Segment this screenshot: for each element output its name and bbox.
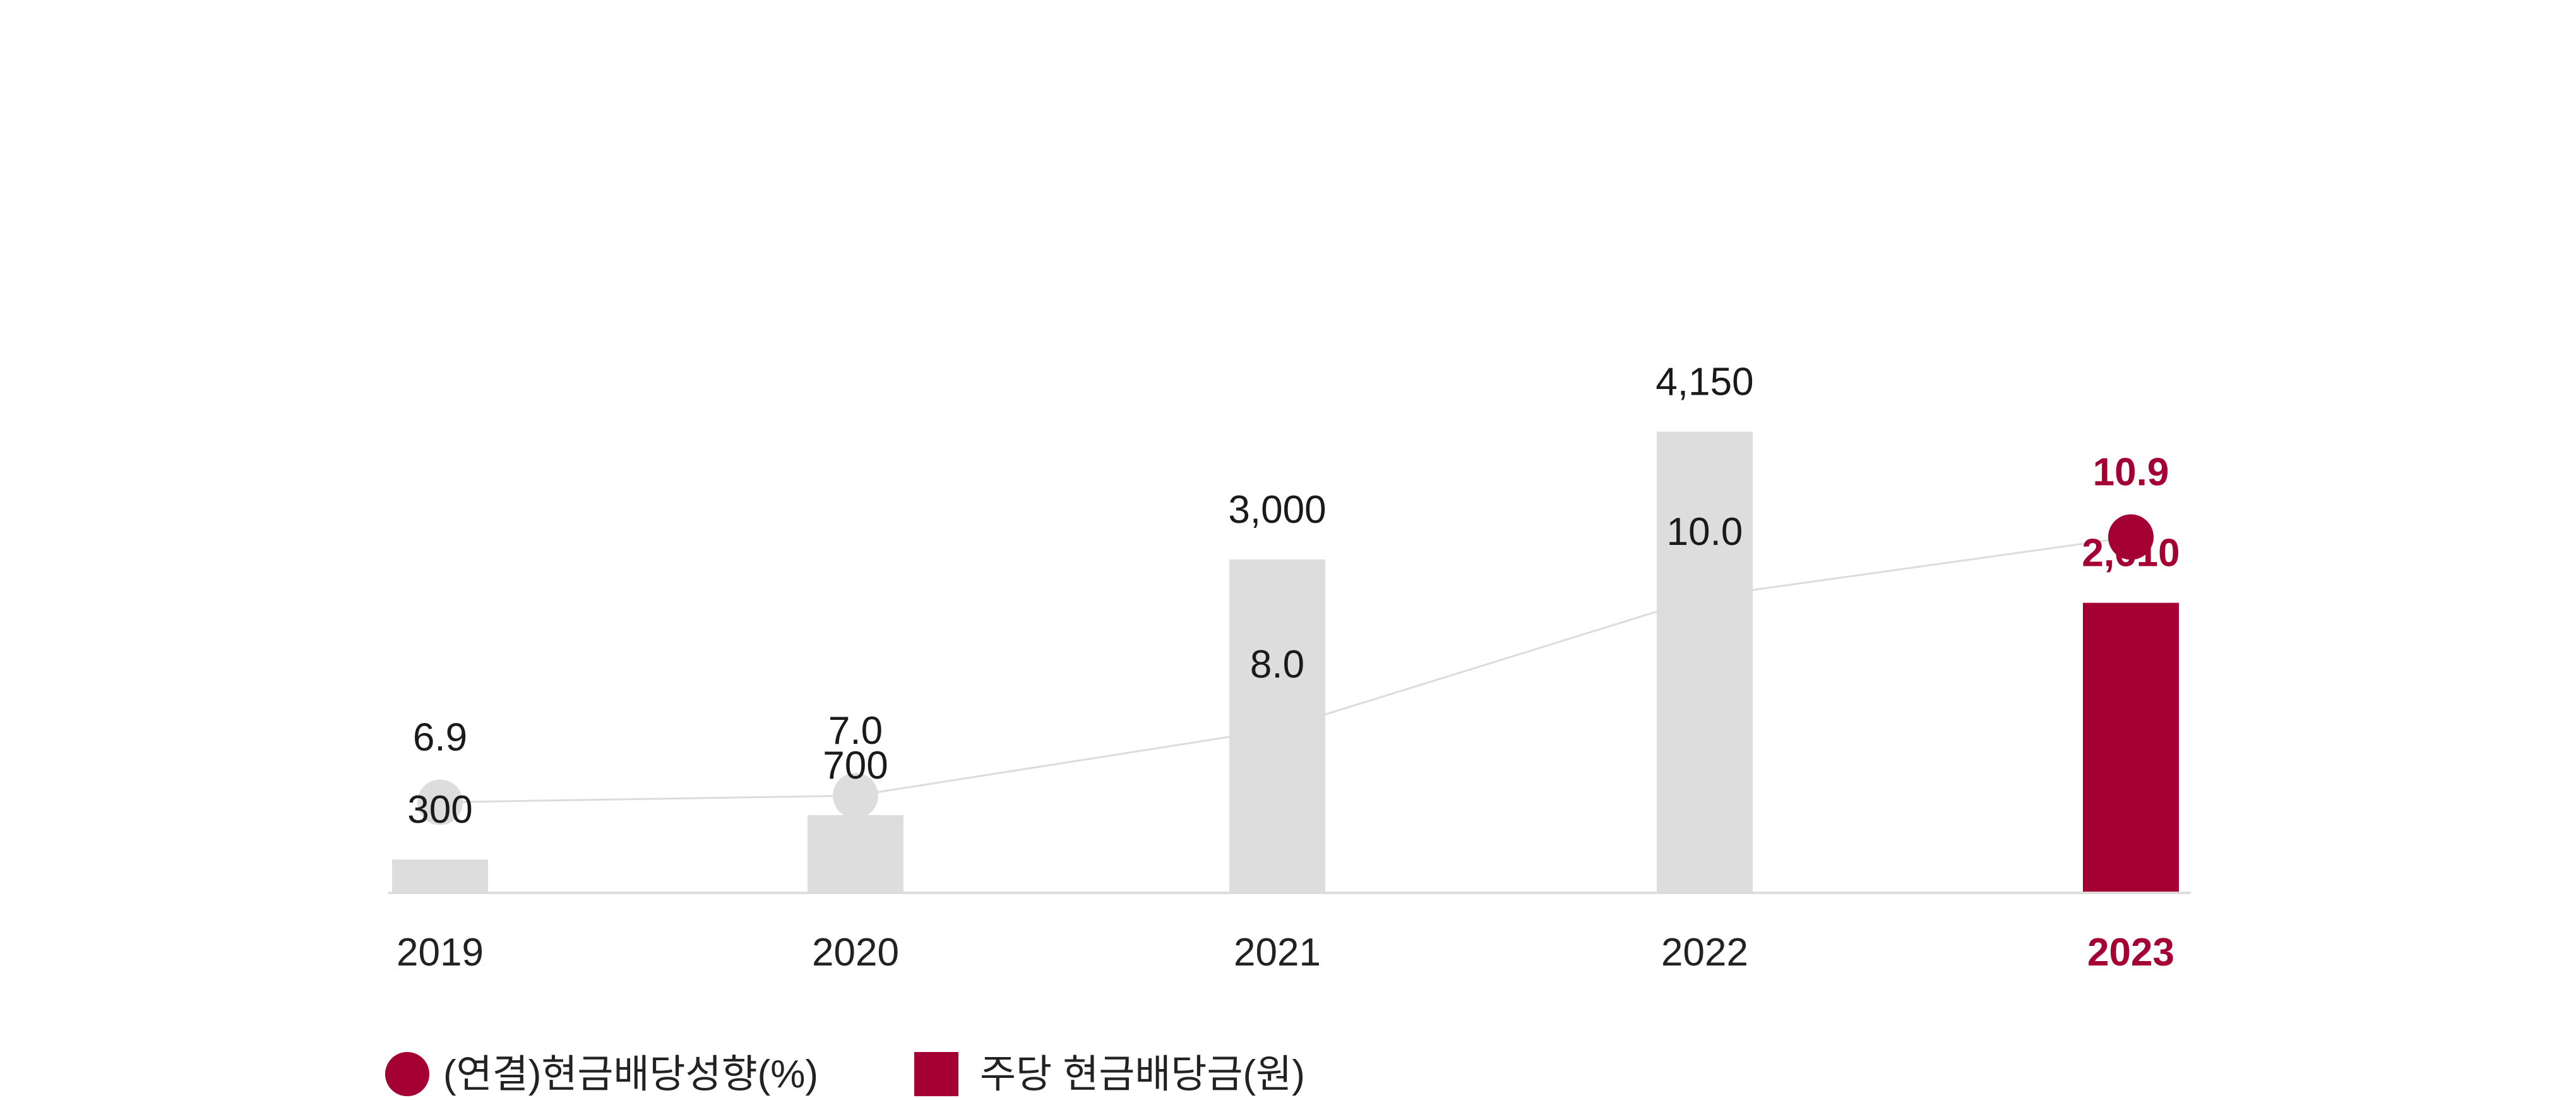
x-tick-label-2023: 2023 xyxy=(2087,931,2174,974)
line-point-2022 xyxy=(1682,574,1727,619)
line-point-2021 xyxy=(1255,707,1300,752)
x-tick-label-2021: 2021 xyxy=(1234,931,1321,974)
bar-value-label-2019: 300 xyxy=(407,788,472,832)
x-tick-label-2020: 2020 xyxy=(812,931,899,974)
bar-value-label-2021: 3,000 xyxy=(1228,488,1326,532)
line-value-label-2019: 6.9 xyxy=(413,716,467,760)
line-value-label-2021: 8.0 xyxy=(1250,643,1304,686)
bar-2022 xyxy=(1657,431,1753,893)
bar-2023 xyxy=(2083,602,2179,893)
legend-bar-label: 주당 현금배당금(원) xyxy=(980,1053,1305,1096)
bar-2019 xyxy=(392,859,488,893)
bar-value-label-2022: 4,150 xyxy=(1655,361,1753,404)
legend: (연결)현금배당성향(%) 주당 현금배당금(원) xyxy=(385,1052,1305,1096)
line-value-label-2022: 10.0 xyxy=(1667,510,1743,554)
bar-value-label-2023: 2,610 xyxy=(2082,532,2179,575)
line-point-2023 xyxy=(2108,514,2154,560)
legend-bar-marker xyxy=(914,1052,958,1096)
line-value-label-2020: 7.0 xyxy=(828,709,883,753)
bar-2020 xyxy=(808,815,903,893)
line-point-2019 xyxy=(417,779,463,825)
legend-line-marker xyxy=(385,1052,429,1096)
legend-line-label: (연결)현금배당성향(%) xyxy=(443,1053,818,1096)
line-point-2020 xyxy=(833,773,878,818)
line-value-label-2023: 10.9 xyxy=(2093,451,2169,494)
x-tick-label-2019: 2019 xyxy=(397,931,484,974)
x-tick-label-2022: 2022 xyxy=(1661,931,1748,974)
bar-value-label-2020: 700 xyxy=(823,744,888,787)
